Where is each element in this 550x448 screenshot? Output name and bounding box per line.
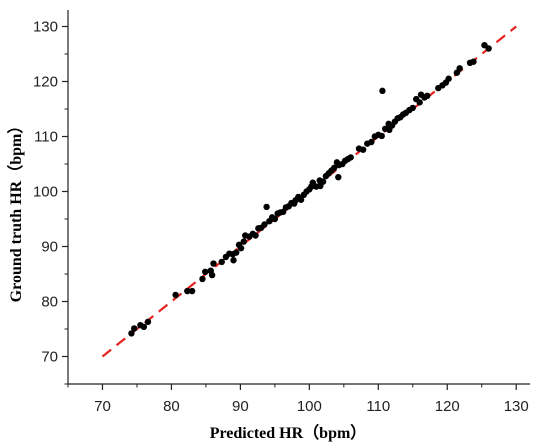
x-axis-label: Predicted HR（bpm） <box>210 424 367 442</box>
x-tick-label: 90 <box>232 398 249 415</box>
y-tick-label: 90 <box>41 239 58 256</box>
y-tick-label: 110 <box>34 129 58 146</box>
data-point <box>485 45 492 52</box>
data-point <box>424 92 431 100</box>
data-point <box>359 146 367 153</box>
data-point <box>233 249 240 256</box>
data-point <box>172 291 179 299</box>
data-point <box>470 58 477 65</box>
data-point <box>368 138 375 146</box>
axes <box>67 10 530 385</box>
x-tick-label: 100 <box>297 398 322 415</box>
x-tick-label: 80 <box>163 398 180 415</box>
data-point <box>297 196 305 203</box>
data-point <box>319 178 327 185</box>
data-point <box>263 203 270 211</box>
data-point <box>379 87 386 95</box>
data-point <box>184 287 191 295</box>
data-point <box>445 75 452 82</box>
data-point <box>130 325 138 332</box>
data-point <box>218 258 225 266</box>
data-point <box>416 99 423 106</box>
data-point <box>199 275 206 283</box>
data-point <box>208 271 216 279</box>
data-point <box>378 132 385 140</box>
data-point <box>210 260 217 267</box>
data-point <box>144 318 152 326</box>
data-point <box>202 268 209 275</box>
x-tick-label: 120 <box>435 398 460 415</box>
data-point <box>240 238 248 245</box>
data-point <box>271 215 279 223</box>
data-point <box>456 65 463 72</box>
data-point <box>230 257 237 264</box>
data-point <box>335 174 342 181</box>
x-tick-label: 70 <box>94 398 111 415</box>
y-tick-label: 130 <box>33 19 58 36</box>
data-point <box>140 323 148 330</box>
y-tick-label: 100 <box>33 184 58 201</box>
data-point <box>330 164 338 172</box>
ticks <box>62 25 517 390</box>
y-tick-label: 120 <box>33 74 58 91</box>
data-point <box>128 330 135 337</box>
data-point <box>261 221 268 228</box>
data-point <box>252 232 259 239</box>
data-point <box>237 244 245 252</box>
y-axis-label: Ground truth HR（bpm） <box>7 118 25 303</box>
y-tick-label: 80 <box>41 294 58 311</box>
data-point <box>188 287 196 295</box>
data-point <box>409 104 416 112</box>
data-point <box>347 154 354 161</box>
x-tick-label: 110 <box>366 398 390 415</box>
data-points <box>128 42 492 337</box>
x-tick-label: 130 <box>504 398 529 415</box>
tick-labels: 70 80 90 100 110 120 130 70 80 90 100 110 120 130 <box>33 19 529 416</box>
y-tick-label: 70 <box>41 349 58 366</box>
